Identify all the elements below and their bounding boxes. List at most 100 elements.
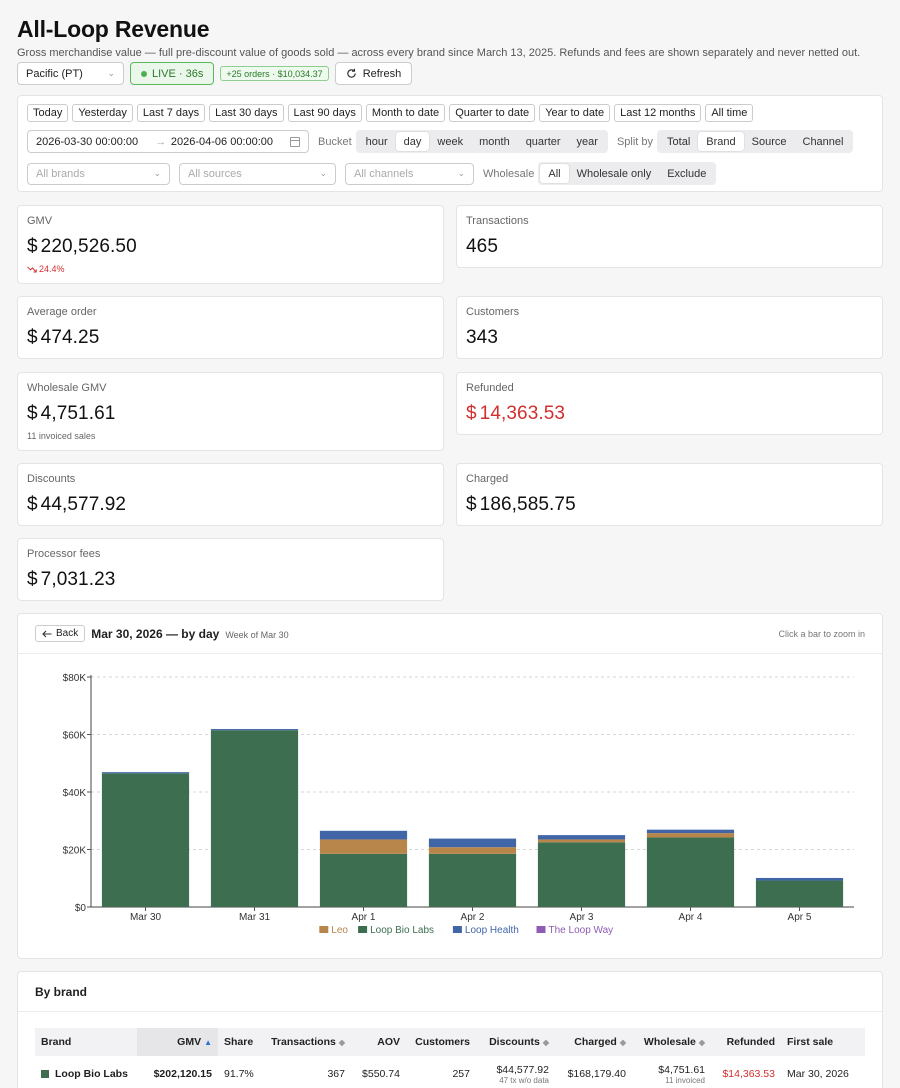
preset-month-to-date[interactable]: Month to date: [365, 104, 446, 122]
preset-quarter-to-date[interactable]: Quarter to date: [449, 104, 536, 122]
col-share[interactable]: Share: [218, 1028, 264, 1056]
legend-label: Leo: [331, 925, 348, 936]
currency-symbol: $: [27, 327, 38, 348]
refresh-label: Refresh: [362, 67, 402, 80]
bar-segment-loop-health: [755, 877, 844, 881]
x-tick-label: Apr 5: [788, 912, 812, 923]
col-brand[interactable]: Brand: [35, 1028, 137, 1056]
chevron-down-icon: ⌄: [107, 68, 115, 78]
bucket-segmented: hour day week month quarter year: [355, 130, 608, 153]
col-charged[interactable]: Charged ◆: [555, 1028, 632, 1056]
preset-last-12-months[interactable]: Last 12 months: [614, 104, 702, 122]
preset-last-90-days[interactable]: Last 90 days: [287, 104, 362, 122]
kpi-gmv: GMV $220,526.50 24.4%: [17, 205, 444, 284]
kpi-label: Discounts: [27, 473, 76, 485]
bucket-month[interactable]: month: [479, 135, 510, 148]
preset-last-30-days[interactable]: Last 30 days: [209, 104, 284, 122]
refresh-icon: [346, 68, 356, 78]
brands-select[interactable]: All brands ⌄: [27, 162, 170, 185]
split-total[interactable]: Total: [667, 135, 691, 148]
live-status-button[interactable]: LIVE · 36s: [130, 62, 215, 85]
cell-discounts: $44,577.92 47 tx w/o data: [476, 1056, 555, 1088]
col-discounts[interactable]: Discounts ◆: [476, 1028, 555, 1056]
bar-segment-loop-health: [646, 829, 735, 834]
wholesale-all[interactable]: All: [540, 164, 569, 183]
wholesale-value: $4,751.61: [658, 1063, 705, 1076]
preset-all-time[interactable]: All time: [705, 104, 754, 122]
preset-year-to-date[interactable]: Year to date: [539, 104, 611, 122]
preset-last-7-days[interactable]: Last 7 days: [136, 104, 206, 122]
col-aov[interactable]: AOV: [351, 1028, 406, 1056]
preset-today[interactable]: Today: [27, 104, 69, 122]
split-channel[interactable]: Channel: [802, 135, 844, 148]
cell-wholesale: $4,751.61 11 invoiced: [632, 1056, 711, 1088]
cell-brand: Loop Bio Labs: [35, 1056, 137, 1088]
arrow-right-icon: →: [155, 135, 167, 148]
timezone-select[interactable]: Pacific (PT) ⌄: [17, 62, 124, 85]
bar-segment-loop-bio-labs: [319, 853, 408, 907]
brand-swatch: [41, 1070, 49, 1079]
bucket-year[interactable]: year: [576, 135, 598, 148]
legend-label: The Loop Way: [549, 925, 614, 936]
channels-select[interactable]: All channels ⌄: [345, 162, 474, 185]
split-source[interactable]: Source: [751, 135, 787, 148]
kpi-value: $186,585.75: [466, 494, 873, 516]
col-first-sale[interactable]: First sale: [781, 1028, 865, 1056]
cell-aov: $550.74: [362, 1068, 400, 1080]
currency-symbol: $: [27, 569, 38, 590]
kpi-value: $14,363.53: [466, 403, 873, 425]
bucket-quarter[interactable]: quarter: [525, 135, 561, 148]
timezone-value: Pacific (PT): [26, 67, 83, 80]
kpi-charged: Charged $186,585.75: [456, 463, 883, 526]
bar-segment-loop-health: [101, 772, 190, 774]
kpi-value: 343: [466, 327, 499, 348]
cell-refunded: $14,363.53: [722, 1068, 775, 1080]
filters-panel: Today Yesterday Last 7 days Last 30 days…: [17, 95, 883, 192]
col-transactions-label: Transactions: [271, 1036, 336, 1048]
kpi-number: 186,585.75: [479, 494, 576, 515]
wholesale-exclude[interactable]: Exclude: [667, 167, 707, 180]
trend-down-icon: [27, 265, 37, 272]
currency-symbol: $: [27, 403, 38, 424]
bar-segment-loop-bio-labs: [428, 853, 517, 907]
bar-segment-loop-health: [210, 729, 299, 731]
brand-table-title: By brand: [18, 972, 882, 1012]
kpi-label: Customers: [466, 306, 520, 318]
channels-placeholder: All channels: [354, 167, 414, 180]
col-wholesale[interactable]: Wholesale ◆: [632, 1028, 711, 1056]
bucket-week[interactable]: week: [437, 135, 464, 148]
col-customers[interactable]: Customers: [406, 1028, 476, 1056]
bar-segment-loop-bio-labs: [646, 837, 735, 907]
bucket-day[interactable]: day: [395, 132, 430, 151]
bucket-hour[interactable]: hour: [365, 135, 388, 148]
back-button[interactable]: Back: [35, 625, 86, 642]
x-tick-label: Mar 30: [130, 912, 162, 923]
bar-segment-loop-bio-labs: [210, 730, 299, 907]
col-discounts-label: Discounts: [489, 1036, 540, 1048]
legend-swatch: [358, 926, 368, 933]
table-row[interactable]: Loop Bio Labs $202,120.15 91.7% 367 $550…: [35, 1056, 865, 1088]
wholesale-note: 11 invoiced: [665, 1075, 705, 1085]
brands-placeholder: All brands: [36, 167, 85, 180]
kpi-value: 465: [466, 236, 499, 257]
kpi-label: Transactions: [466, 215, 529, 227]
wholesale-only[interactable]: Wholesale only: [576, 167, 652, 180]
y-tick-label: $60K: [63, 731, 87, 742]
split-brand[interactable]: Brand: [698, 132, 744, 151]
discounts-value: $44,577.92: [496, 1063, 549, 1076]
y-tick-label: $0: [75, 903, 87, 914]
kpi-number: 4,751.61: [40, 403, 116, 424]
sources-select[interactable]: All sources ⌄: [179, 162, 336, 185]
legend-swatch: [536, 926, 546, 933]
col-gmv[interactable]: GMV ▲︎: [137, 1028, 218, 1056]
wholesale-label: Wholesale: [483, 167, 535, 180]
x-tick-label: Mar 31: [239, 912, 271, 923]
preset-yesterday[interactable]: Yesterday: [72, 104, 133, 122]
header-controls: Pacific (PT) ⌄ LIVE · 36s +25 orders · $…: [17, 62, 883, 85]
col-transactions[interactable]: Transactions ◆: [264, 1028, 351, 1056]
date-range-input[interactable]: 2026-03-30 00:00:00 → 2026-04-06 00:00:0…: [27, 130, 309, 153]
kpi-number: 44,577.92: [40, 494, 127, 515]
discounts-note: 47 tx w/o data: [499, 1075, 549, 1085]
col-refunded[interactable]: Refunded: [711, 1028, 781, 1056]
refresh-button[interactable]: Refresh: [334, 62, 413, 85]
